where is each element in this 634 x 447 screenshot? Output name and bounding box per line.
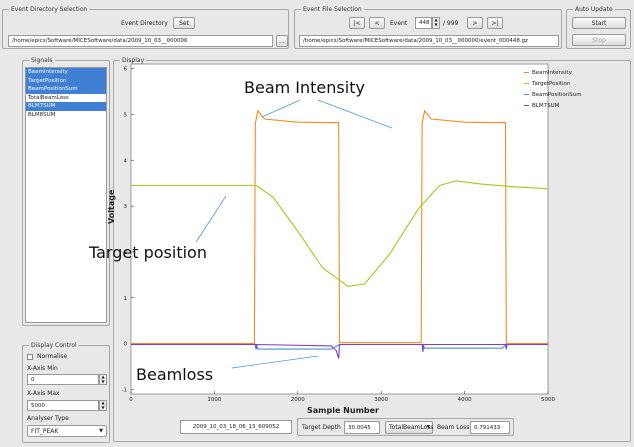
beamloss-annotation: Beamloss — [136, 365, 214, 384]
normalise-label: Normalise — [37, 353, 68, 360]
legend-swatch — [524, 72, 529, 73]
event-directory-group-title: Event Directory Selection — [9, 5, 90, 14]
signal-item[interactable]: BLM7SUM — [26, 102, 106, 111]
timestamp-field: 2009_10_03_18_06_13_609052 — [180, 420, 292, 434]
beam-loss-field: 0.791433 — [470, 421, 510, 434]
x-axis-min-label: X-Axis Min — [27, 365, 58, 372]
legend-item: TargetPosition — [524, 81, 570, 88]
x-axis-label: Sample Number — [307, 406, 379, 415]
event-directory-label: Event Directory — [121, 20, 168, 27]
set-directory-button[interactable]: Set — [173, 17, 195, 29]
stop-button[interactable]: Stop — [572, 34, 626, 46]
event-file-path-field[interactable]: /home/epics/Software/MICESoftware/data/2… — [299, 35, 559, 47]
event-file-group: Event File Selection |< < Event 448 ▲ ▼ /… — [294, 5, 562, 49]
browse-directory-button[interactable]: ... — [276, 35, 288, 47]
loss-type-select[interactable]: TotalBeamLoss ▼ — [385, 421, 434, 434]
start-button[interactable]: Start — [572, 17, 626, 29]
target-position-annotation: Target position — [89, 243, 207, 262]
signal-item[interactable]: BLM8SUM — [28, 111, 56, 118]
target-depth-panel: Target Depth 30.0045 TotalBeamLoss ▼ Bea… — [297, 418, 514, 436]
event-total-label: / 999 — [443, 20, 459, 27]
display-control-group-title: Display Control — [29, 341, 79, 350]
target-depth-field: 30.0045 — [344, 421, 380, 434]
legend-swatch — [524, 94, 529, 95]
event-file-group-title: Event File Selection — [301, 5, 364, 14]
y-axis-label: Voltage — [107, 189, 116, 224]
last-event-button[interactable]: >| — [487, 17, 503, 29]
x-axis-max-stepper[interactable]: ▲ ▼ — [99, 400, 107, 411]
event-number-stepper[interactable]: ▲ ▼ — [432, 17, 440, 29]
chevron-down-icon: ▼ — [426, 425, 430, 430]
signal-item[interactable]: BeamIntensity — [26, 68, 106, 77]
beam-intensity-annotation: Beam Intensity — [244, 78, 365, 97]
event-number-field[interactable]: 448 — [415, 17, 432, 29]
auto-update-group: Auto Update Start Stop — [566, 5, 631, 49]
legend-swatch — [524, 105, 529, 106]
legend-label: BeamIntensity — [532, 70, 572, 76]
event-label: Event — [390, 20, 408, 27]
display-control-group: Display Control Normalise X-Axis Min 0 ▲… — [22, 341, 110, 443]
analyser-type-select[interactable]: FIT_PEAK ▼ — [27, 425, 107, 437]
legend-item: BeamIntensity — [524, 70, 572, 77]
signals-list[interactable]: BeamIntensity TargetPosition BeamPositionS… — [25, 67, 107, 323]
target-depth-label: Target Depth — [302, 424, 341, 431]
x-axis-min-stepper[interactable]: ▲ ▼ — [99, 374, 107, 385]
analyser-type-label: Analyser Type — [27, 415, 69, 422]
signals-group-title: Signals — [29, 56, 55, 65]
normalise-checkbox[interactable] — [27, 354, 33, 360]
analyser-type-value: FIT_PEAK — [31, 428, 59, 435]
x-axis-min-field[interactable]: 0 — [27, 374, 99, 385]
legend-label: BLM7SUM — [532, 103, 560, 109]
event-directory-group: Event Directory Selection Event Director… — [2, 5, 289, 49]
signals-group: Signals BeamIntensity TargetPosition BeamP… — [22, 56, 110, 326]
legend-item: BeamPositionSum — [524, 92, 582, 99]
signal-item[interactable]: TargetPosition — [26, 76, 106, 85]
first-event-button[interactable]: |< — [349, 17, 365, 29]
event-directory-path-field[interactable]: /home/epics/Software/MICESoftware/data/2… — [8, 35, 273, 47]
previous-event-button[interactable]: < — [369, 17, 385, 29]
signal-item[interactable]: BeamPositionSum — [26, 85, 106, 94]
legend-label: BeamPositionSum — [532, 92, 582, 98]
loss-type-value: TotalBeamLoss — [389, 424, 434, 431]
display-group: Display — [113, 56, 631, 442]
auto-update-group-title: Auto Update — [573, 5, 615, 14]
next-event-button[interactable]: > — [467, 17, 483, 29]
x-axis-max-label: X-Axis Max — [27, 390, 60, 397]
display-group-title: Display — [120, 56, 147, 65]
legend-swatch — [524, 83, 529, 84]
signal-item[interactable]: TotalBeamLoss — [28, 94, 69, 101]
legend-item: BLM7SUM — [524, 103, 559, 110]
chevron-down-icon: ▼ — [99, 428, 103, 434]
beam-loss-label: Beam Loss — [437, 424, 470, 431]
legend-label: TargetPosition — [532, 81, 571, 87]
x-axis-max-field[interactable]: 5000 — [27, 400, 99, 411]
